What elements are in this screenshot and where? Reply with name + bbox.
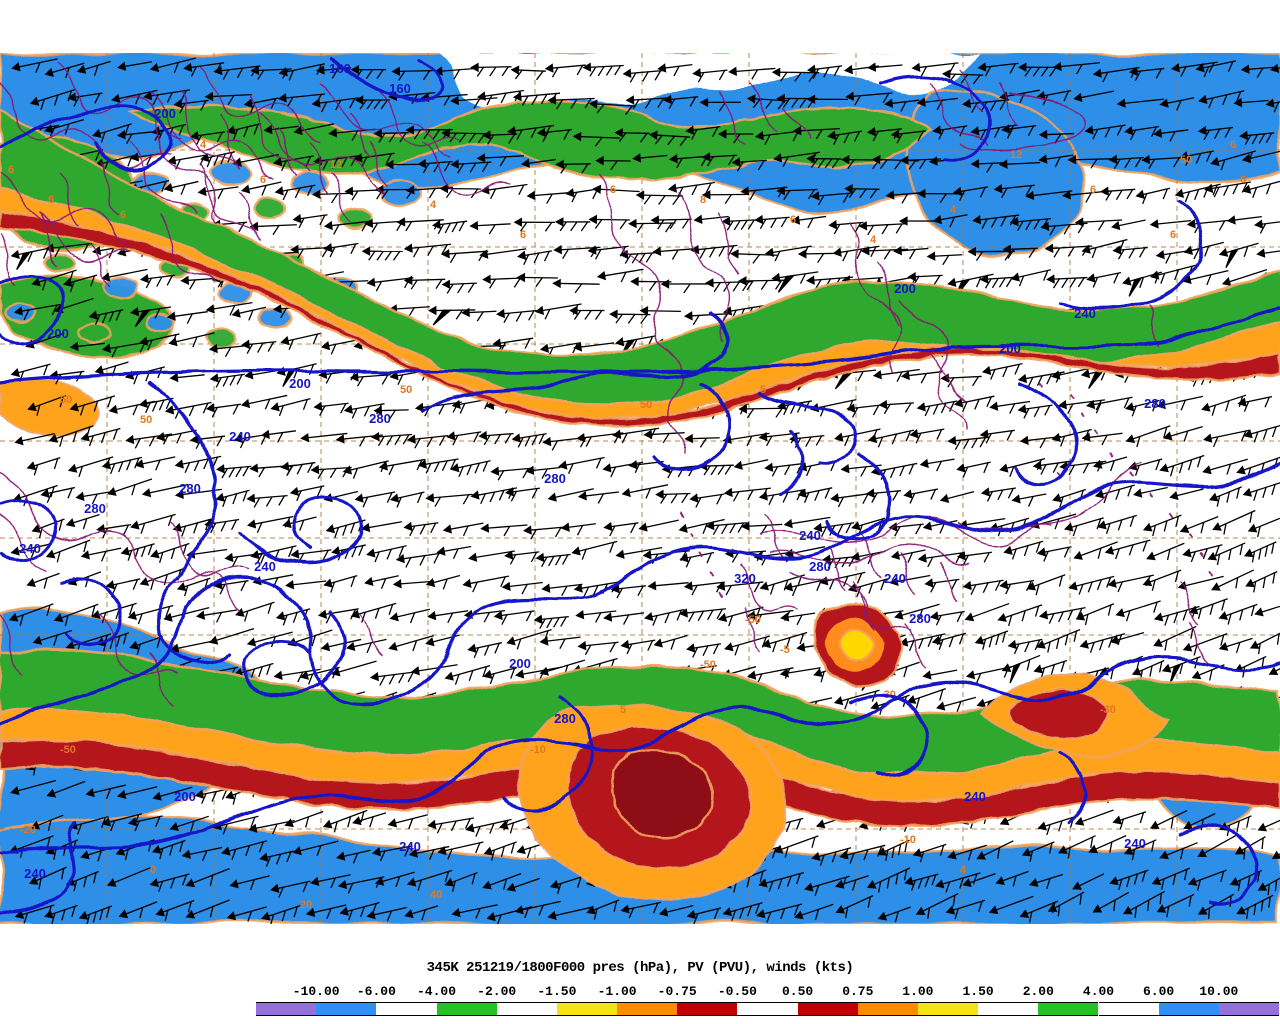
svg-text:280: 280 [554,711,576,726]
svg-text:6: 6 [48,194,54,206]
svg-text:160: 160 [329,61,351,76]
svg-text:6: 6 [790,214,796,226]
svg-text:4: 4 [430,199,437,211]
svg-text:6: 6 [120,209,126,221]
svg-text:-30: -30 [1100,704,1116,716]
svg-text:240: 240 [254,559,276,574]
svg-text:50: 50 [1180,154,1192,166]
svg-text:-20: -20 [20,824,36,836]
svg-text:240: 240 [964,789,986,804]
svg-text:6: 6 [610,184,616,196]
svg-text:20: 20 [300,899,312,911]
svg-text:200: 200 [999,341,1021,356]
svg-text:50: 50 [400,384,412,396]
svg-text:240: 240 [884,571,906,586]
svg-text:5: 5 [620,704,626,716]
svg-text:6: 6 [260,174,266,186]
svg-text:-10: -10 [900,834,916,846]
svg-text:6: 6 [1170,229,1176,241]
svg-text:240: 240 [229,429,251,444]
svg-text:4: 4 [960,864,967,876]
svg-text:200: 200 [509,656,531,671]
svg-text:-50: -50 [745,614,761,626]
svg-text:50: 50 [60,394,72,406]
svg-text:12: 12 [330,159,342,171]
svg-text:6: 6 [1090,184,1096,196]
svg-text:8: 8 [700,194,706,206]
svg-text:240: 240 [24,866,46,881]
svg-text:6: 6 [8,164,14,176]
svg-text:200: 200 [174,789,196,804]
svg-text:40: 40 [430,889,442,901]
svg-text:6: 6 [1230,139,1236,151]
svg-text:-50: -50 [60,744,76,756]
svg-text:280: 280 [369,411,391,426]
svg-text:4: 4 [950,204,957,216]
svg-text:280: 280 [909,611,931,626]
svg-text:-10: -10 [530,744,546,756]
svg-text:280: 280 [179,481,201,496]
svg-text:-5: -5 [780,644,790,656]
svg-text:240: 240 [399,839,421,854]
svg-text:320: 320 [734,571,756,586]
svg-text:160: 160 [389,81,411,96]
svg-text:280: 280 [84,501,106,516]
svg-text:280: 280 [809,559,831,574]
svg-text:280: 280 [544,471,566,486]
svg-text:200: 200 [289,376,311,391]
svg-text:6: 6 [1240,174,1246,186]
svg-text:280: 280 [1144,396,1166,411]
svg-text:-50: -50 [700,659,716,671]
svg-text:200: 200 [894,281,916,296]
svg-text:0: 0 [150,864,156,876]
svg-text:240: 240 [1124,836,1146,851]
svg-text:12: 12 [1010,149,1022,161]
svg-text:50: 50 [640,399,652,411]
svg-text:4: 4 [200,139,207,151]
svg-text:4: 4 [870,234,877,246]
svg-text:6: 6 [520,229,526,241]
svg-text:240: 240 [799,528,821,543]
svg-text:50: 50 [140,414,152,426]
